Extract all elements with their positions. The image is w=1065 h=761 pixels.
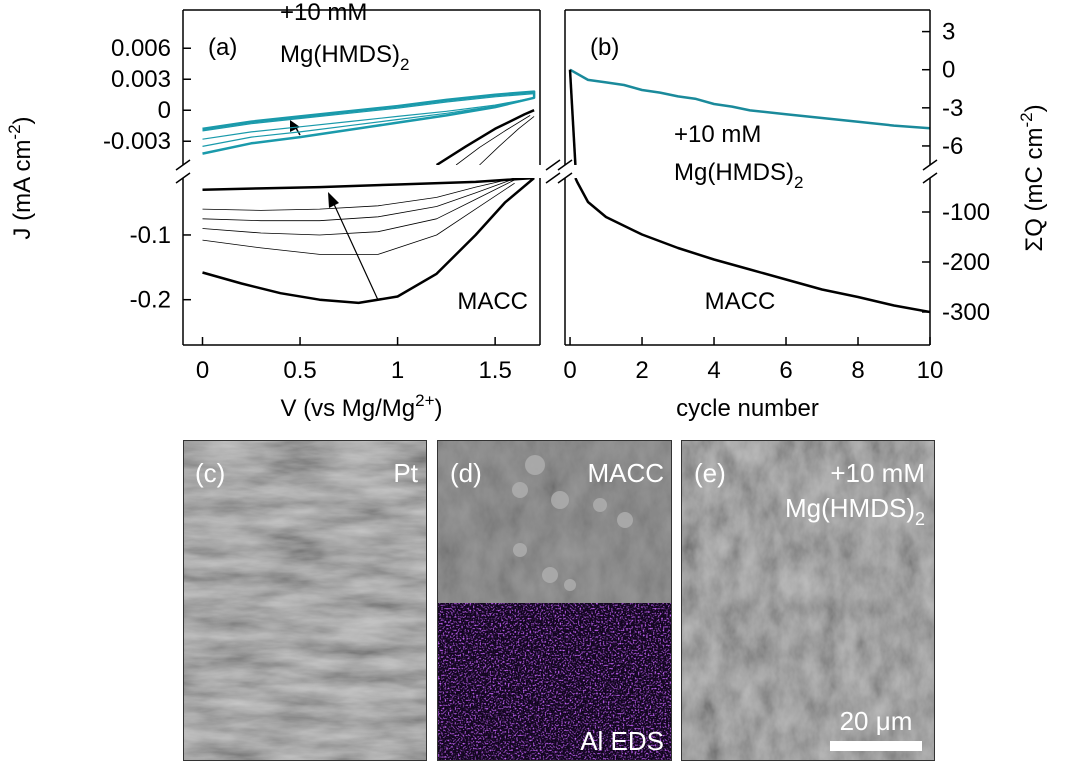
caption-subscript: 2 (915, 509, 925, 529)
x-tick-label: 1.5 (478, 357, 511, 384)
y-tick-label: -300 (942, 299, 990, 326)
panel-label: (e) (694, 458, 726, 488)
x-tick-label: 10 (917, 357, 944, 384)
arrowhead (290, 120, 300, 132)
y-tick-label: -0.003 (103, 128, 171, 155)
x-tick-label: 0 (563, 357, 576, 384)
x-tick-label: 8 (851, 357, 864, 384)
y-tick-label: -3 (942, 95, 963, 122)
y-tick-label: 0.006 (111, 35, 171, 62)
x-tick-label: 2 (635, 357, 648, 384)
text-part: -2 (5, 124, 24, 139)
image-caption: Pt (393, 458, 418, 488)
text-part: ) (1021, 104, 1048, 112)
image-caption: Al EDS (580, 726, 664, 756)
caption-part: Mg(HMDS) (785, 493, 915, 523)
annotation: MACC (457, 288, 528, 315)
x-axis-label: cycle number (676, 395, 819, 422)
scale-bar (830, 741, 922, 751)
y-tick-label: -6 (942, 133, 963, 160)
data-line (203, 94, 535, 140)
x-tick-label: 4 (707, 357, 720, 384)
figure: (c) Pt (d) MACC Al EDS (e) +10 mM Mg(HMD… (0, 0, 1065, 761)
data-line (203, 178, 535, 190)
y-tick-label: -100 (942, 199, 990, 226)
annotation: MACC (705, 288, 776, 315)
text-part: ) (9, 116, 36, 124)
image-panel-c (183, 440, 427, 761)
data-line (203, 178, 535, 303)
annotation: +10 mM (674, 121, 761, 148)
data-line (437, 110, 534, 165)
text-part: ΣQ (mC cm (1021, 127, 1048, 251)
y-tick-label: 0 (942, 57, 955, 84)
data-line (570, 70, 930, 129)
panel-label: (d) (450, 458, 482, 488)
y-tick-label: -0.1 (130, 222, 171, 249)
y-tick-label: 3 (942, 19, 955, 46)
text-part: 2 (400, 55, 409, 74)
axis-break (176, 160, 937, 183)
annotation: Mg(HMDS)2 (674, 159, 803, 192)
y-tick-label: 0 (158, 97, 171, 124)
image-panel-d (437, 440, 672, 761)
text-part: -2 (1017, 112, 1036, 127)
panel-label: (a) (208, 34, 237, 61)
data-line (570, 70, 575, 165)
y-tick-label: -200 (942, 249, 990, 276)
x-tick-label: 0.5 (283, 357, 316, 384)
text-part: J (mA cm (9, 140, 36, 240)
panel-label: (c) (195, 458, 225, 488)
image-caption: MACC (587, 458, 664, 488)
text-part: 2+ (415, 391, 434, 410)
text-part: ) (435, 395, 443, 422)
x-axis-label: V (vs Mg/Mg2+) (280, 391, 442, 422)
panel-label: (b) (590, 34, 619, 61)
scale-bar-label: 20 μm (840, 706, 913, 736)
y-axis-label: ΣQ (mC cm-2) (1017, 104, 1048, 251)
image-caption: +10 mM (830, 458, 925, 488)
page: {"chart_data": [ {"type": "line", "panel… (0, 0, 1065, 761)
arrow (333, 202, 378, 300)
y-tick-label: -0.2 (130, 287, 171, 314)
text-part: 2 (794, 173, 803, 192)
annotation: Mg(HMDS)2 (280, 41, 409, 74)
text-part: V (vs Mg/Mg (280, 395, 415, 422)
arrowhead (328, 192, 339, 208)
x-tick-label: 0 (196, 357, 209, 384)
y-axis-label: J (mA cm-2) (5, 116, 36, 239)
annotation: +10 mM (280, 0, 367, 26)
text-part: Mg(HMDS) (280, 41, 400, 68)
text-part: Mg(HMDS) (674, 159, 794, 186)
data-line (456, 115, 530, 165)
x-tick-label: 1 (391, 357, 404, 384)
x-tick-label: 6 (779, 357, 792, 384)
text-part: cycle number (676, 395, 819, 422)
y-tick-label: 0.003 (111, 66, 171, 93)
